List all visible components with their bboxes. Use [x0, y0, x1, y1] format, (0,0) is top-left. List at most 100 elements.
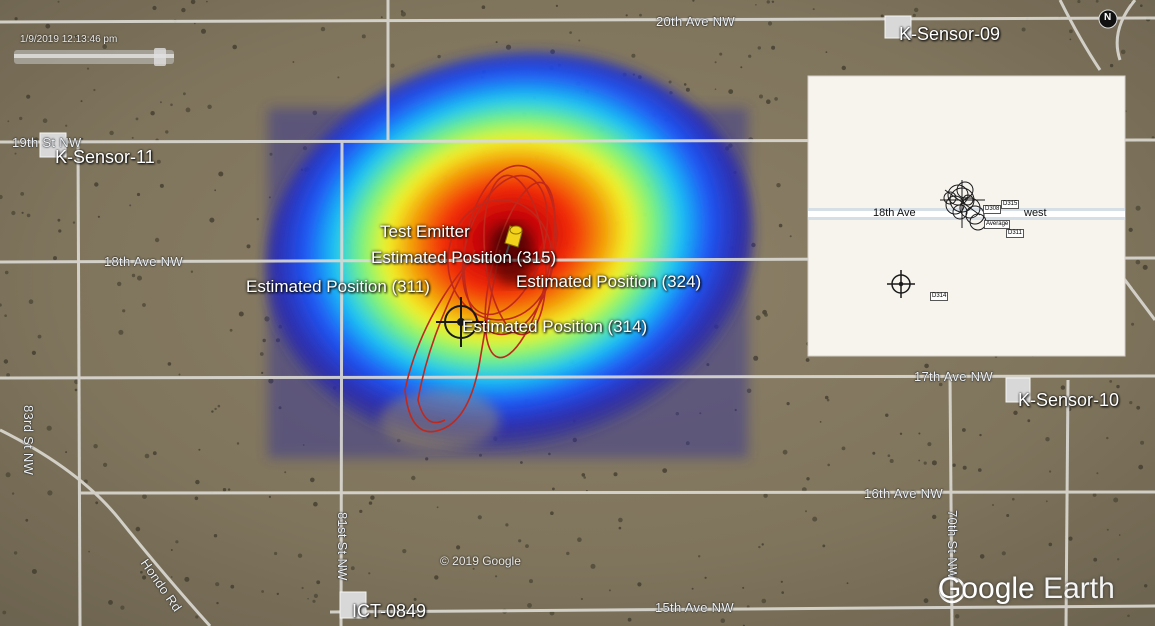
ict-label[interactable]: ICT-0849: [352, 601, 427, 621]
vegetation-speck: [746, 605, 750, 609]
vegetation-speck: [1128, 227, 1133, 232]
test-emitter-label[interactable]: Test Emitter: [380, 222, 470, 241]
vegetation-speck: [1045, 500, 1048, 503]
vegetation-speck: [590, 563, 596, 569]
road-label-81st-st: 81st St NW: [335, 512, 350, 581]
vegetation-speck: [1118, 534, 1121, 536]
sensor-11-square[interactable]: [39, 132, 67, 158]
vegetation-speck: [456, 545, 461, 550]
time-slider-handle[interactable]: [154, 48, 166, 66]
vegetation-speck: [380, 16, 383, 19]
vegetation-speck: [755, 315, 761, 321]
sensor-10-label[interactable]: K-Sensor-10: [1018, 390, 1120, 410]
road-ne-curve-2: [1115, 0, 1137, 61]
vegetation-speck: [268, 495, 271, 498]
vegetation-speck: [190, 270, 194, 273]
sensor-09-label[interactable]: K-Sensor-09: [899, 24, 1001, 44]
vegetation-speck: [215, 582, 220, 587]
vegetation-speck: [214, 189, 217, 192]
vegetation-speck: [31, 350, 36, 355]
vegetation-speck: [763, 493, 768, 498]
vegetation-speck: [962, 465, 967, 470]
heatmap-overlay: [266, 52, 754, 458]
vegetation-speck: [25, 518, 29, 522]
vegetation-speck: [178, 373, 181, 376]
vegetation-speck: [527, 603, 532, 608]
sensor-10-square[interactable]: [1005, 377, 1031, 403]
vegetation-speck: [555, 4, 559, 7]
vegetation-speck: [780, 580, 783, 583]
vegetation-speck: [827, 463, 830, 467]
vegetation-speck: [213, 534, 218, 538]
vegetation-speck: [550, 511, 554, 515]
vegetation-speck: [109, 130, 114, 136]
vegetation-speck: [359, 509, 363, 513]
road-label-18th-ave: 18th Ave NW: [104, 254, 183, 269]
vegetation-speck: [1120, 49, 1126, 55]
vegetation-speck: [19, 116, 23, 121]
vegetation-speck: [505, 523, 509, 527]
vegetation-speck: [211, 410, 214, 413]
vegetation-speck: [757, 46, 761, 50]
sensor-11-label[interactable]: K-Sensor-11: [55, 147, 155, 167]
vegetation-speck: [889, 459, 894, 463]
vegetation-speck: [165, 130, 169, 134]
vegetation-speck: [137, 275, 142, 281]
vegetation-speck: [580, 597, 584, 601]
north-label: N: [1104, 12, 1112, 23]
vegetation-speck: [28, 299, 34, 305]
vegetation-speck: [274, 551, 278, 556]
vegetation-speck: [156, 159, 161, 164]
vegetation-speck: [159, 183, 164, 188]
vegetation-speck: [63, 159, 68, 163]
vegetation-speck: [150, 111, 155, 116]
vegetation-speck: [577, 537, 582, 542]
vegetation-speck: [292, 61, 295, 63]
vegetation-speck: [1127, 614, 1130, 618]
vegetation-speck: [841, 65, 846, 71]
vegetation-speck: [979, 554, 985, 559]
vegetation-speck: [675, 20, 679, 25]
pushpin-icon[interactable]: [504, 225, 523, 259]
vegetation-speck: [778, 223, 783, 228]
vegetation-speck: [477, 515, 482, 520]
road-label-70th-st: 70th St NW: [945, 510, 960, 580]
vegetation-speck: [1027, 419, 1031, 423]
vegetation-speck: [108, 600, 113, 605]
estimated-position-311-label[interactable]: Estimated Position (311): [246, 277, 430, 296]
vegetation-speck: [6, 373, 10, 377]
estimated-position-315-label[interactable]: Estimated Position (315): [371, 248, 557, 267]
road-hondo: [0, 428, 212, 626]
time-slider[interactable]: [14, 48, 174, 66]
vegetation-speck: [21, 211, 24, 214]
vegetation-speck: [80, 100, 83, 103]
vegetation-speck: [206, 0, 208, 3]
crosshair-icon[interactable]: [436, 297, 486, 347]
inset-tag-average: Average: [984, 220, 1011, 229]
vegetation-speck: [3, 359, 9, 364]
vegetation-speck: [639, 13, 642, 17]
inset-tag-d314: D314: [930, 292, 949, 301]
vegetation-speck: [53, 256, 57, 261]
vegetation-speck: [938, 382, 943, 387]
sensor-09-square[interactable]: [884, 15, 912, 39]
vegetation-speck: [505, 44, 512, 50]
vegetation-speck: [20, 192, 25, 196]
estimated-position-324-label[interactable]: Estimated Position (324): [516, 272, 702, 291]
estimated-position-314-label[interactable]: Estimated Position (314): [462, 317, 648, 336]
road-label-15th-ave: 15th Ave NW: [655, 600, 734, 615]
vegetation-speck: [924, 363, 929, 369]
vegetation-speck: [923, 598, 929, 604]
road-81st-st: [339, 141, 344, 626]
vegetation-speck: [193, 22, 196, 25]
vegetation-speck: [185, 107, 191, 113]
vegetation-speck: [1116, 384, 1120, 389]
ict-square[interactable]: [339, 591, 367, 619]
north-compass-icon[interactable]: [1098, 9, 1118, 29]
vegetation-speck: [1135, 259, 1141, 265]
vegetation-speck: [316, 580, 321, 585]
vegetation-speck: [801, 487, 807, 492]
vegetation-speck: [135, 526, 141, 532]
